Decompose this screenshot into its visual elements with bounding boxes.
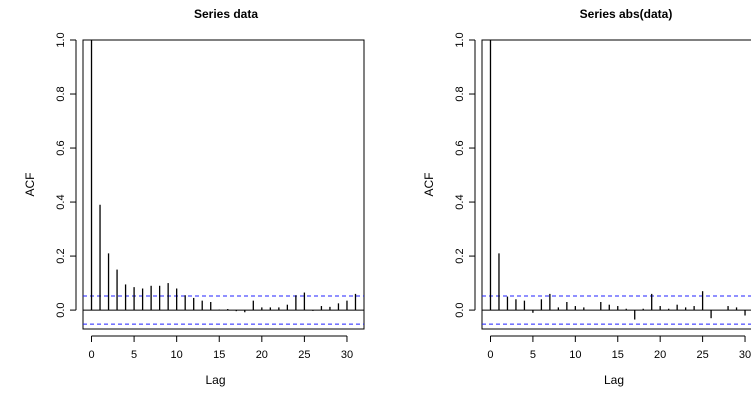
y-tick-label: 0.8 (454, 86, 466, 101)
y-tick-label: 0.6 (454, 140, 466, 155)
y-tick-label: 1.0 (55, 32, 67, 47)
y-tick-label: 0.2 (55, 248, 67, 263)
chart-title: Series data (194, 7, 258, 21)
x-axis-label: Lag (205, 373, 225, 387)
x-tick-label: 30 (739, 349, 751, 361)
x-tick-label: 20 (654, 349, 666, 361)
x-tick-label: 0 (88, 349, 94, 361)
y-tick-label: 0.0 (454, 302, 466, 317)
y-tick-label: 0.4 (454, 194, 466, 209)
x-tick-label: 20 (256, 349, 268, 361)
plot-frame (82, 39, 365, 330)
acf-panel-2: Series abs(data) 0 5 10 15 20 25 30 Lag 0.0 0.2 0.4… (422, 7, 751, 387)
y-axis-label: ACF (23, 173, 37, 197)
x-tick-label: 10 (569, 349, 581, 361)
x-tick-label: 15 (213, 349, 225, 361)
plot-frame (481, 39, 751, 330)
x-axis-label: Lag (604, 373, 624, 387)
y-tick-label: 0.0 (55, 302, 67, 317)
x-tick-label: 5 (131, 349, 137, 361)
y-tick-label: 1.0 (454, 32, 466, 47)
acf-panel-1: Series data 0 5 10 15 20 25 30 Lag 0.0 0.2 0.4 0.6 0.… (23, 7, 365, 387)
chart-title: Series abs(data) (580, 7, 673, 21)
x-tick-label: 25 (298, 349, 310, 361)
x-tick-label: 25 (696, 349, 708, 361)
y-tick-label: 0.4 (55, 194, 67, 209)
x-tick-label: 15 (612, 349, 624, 361)
x-tick-label: 10 (171, 349, 183, 361)
x-tick-label: 30 (341, 349, 353, 361)
x-tick-label: 0 (487, 349, 493, 361)
y-tick-label: 0.8 (55, 86, 67, 101)
y-tick-label: 0.2 (454, 248, 466, 263)
y-tick-label: 0.6 (55, 140, 67, 155)
x-tick-label: 5 (530, 349, 536, 361)
y-axis-label: ACF (422, 173, 436, 197)
